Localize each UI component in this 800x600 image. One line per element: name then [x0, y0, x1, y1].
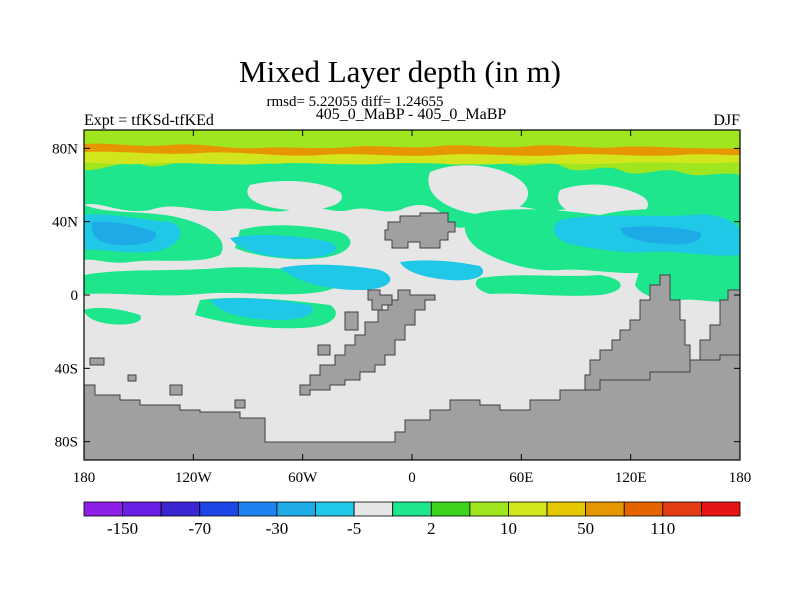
southern-green-patch [84, 307, 141, 325]
experiment-label: Expt = tfKSd-tfKEd [84, 112, 214, 129]
colorbar-label: 50 [577, 519, 594, 538]
y-tick-label: 80N [52, 141, 78, 157]
island-south-2 [317, 344, 331, 356]
westerly-blue-atlantic [230, 235, 336, 258]
island-pacific [169, 384, 183, 396]
equatorial-atlantic-blue [280, 264, 391, 290]
y-tick-label: 0 [71, 288, 79, 304]
colorbar-swatch [469, 501, 509, 517]
colorbar-swatch [122, 501, 162, 517]
colorbar-label: -70 [188, 519, 211, 538]
colorbar-label: 10 [500, 519, 517, 538]
equatorial-pacific-blue [210, 298, 314, 320]
chart-title: Mixed Layer depth (in m) [239, 54, 561, 89]
north-america [384, 212, 456, 249]
colorbar-swatch [508, 501, 548, 517]
colorbar-label: 2 [427, 519, 436, 538]
colorbar-swatch [315, 501, 355, 517]
indian-ocean-blue [400, 260, 484, 281]
colorbar-swatch [83, 501, 123, 517]
south-america [299, 289, 436, 396]
colorbar: -150 -70 -30 -5 2 10 50 110 [83, 501, 741, 538]
colorbar-swatch [276, 501, 316, 517]
island-south-1 [234, 399, 246, 409]
arctic-yellow-streak [84, 151, 740, 165]
land-mask [84, 212, 740, 460]
colorbar-swatch [662, 501, 702, 517]
x-tick-label: 120W [175, 470, 213, 486]
colorbar-swatch [237, 501, 278, 517]
colorbar-swatch [585, 501, 625, 517]
tropical-green-east [475, 275, 621, 296]
colorbar-swatch [199, 501, 239, 517]
island-south-3 [89, 357, 105, 366]
colorbar-swatch [160, 501, 201, 517]
y-tick-label: 40S [55, 361, 78, 377]
colorbar-swatch [430, 501, 471, 517]
x-tick-label: 60E [509, 470, 533, 486]
colorbar-label: -5 [347, 519, 361, 538]
north-pacific-blue-core [91, 221, 156, 246]
x-tick-label: 180 [73, 470, 96, 486]
africa [584, 274, 740, 391]
colorbar-swatch [392, 501, 432, 517]
x-tick-label: 60W [288, 470, 318, 486]
colorbar-swatch [701, 501, 741, 517]
north-neutral-patch-3 [247, 180, 342, 211]
asia-blue-core [620, 226, 701, 245]
colorbar-label: 110 [650, 519, 675, 538]
tropical-green-west [84, 267, 343, 296]
colorbar-swatch [623, 501, 664, 517]
colorbar-swatch [546, 501, 587, 517]
island-south-4 [127, 374, 137, 382]
axis-ticks: 180 120W 60W 0 60E 120E 180 80N 40N 0 40S 80S [52, 130, 751, 486]
plot-area [84, 130, 740, 460]
x-tick-label: 120E [615, 470, 647, 486]
x-tick-label: 180 [729, 470, 752, 486]
colorbar-label: -30 [266, 519, 289, 538]
x-tick-label: 0 [408, 470, 416, 486]
colorbar-swatch [353, 501, 394, 517]
season-label: DJF [713, 112, 740, 129]
y-tick-label: 40N [52, 215, 78, 231]
colorbar-label: -150 [107, 519, 138, 538]
island-west [344, 311, 359, 331]
chart-subtitle: 405_0_MaBP - 405_0_MaBP [315, 106, 507, 123]
central-america [367, 289, 393, 311]
north-neutral-patch-1 [428, 165, 529, 215]
stats-label: rmsd= 5.22055 diff= 1.24655 [266, 94, 444, 110]
y-tick-label: 80S [55, 435, 78, 451]
